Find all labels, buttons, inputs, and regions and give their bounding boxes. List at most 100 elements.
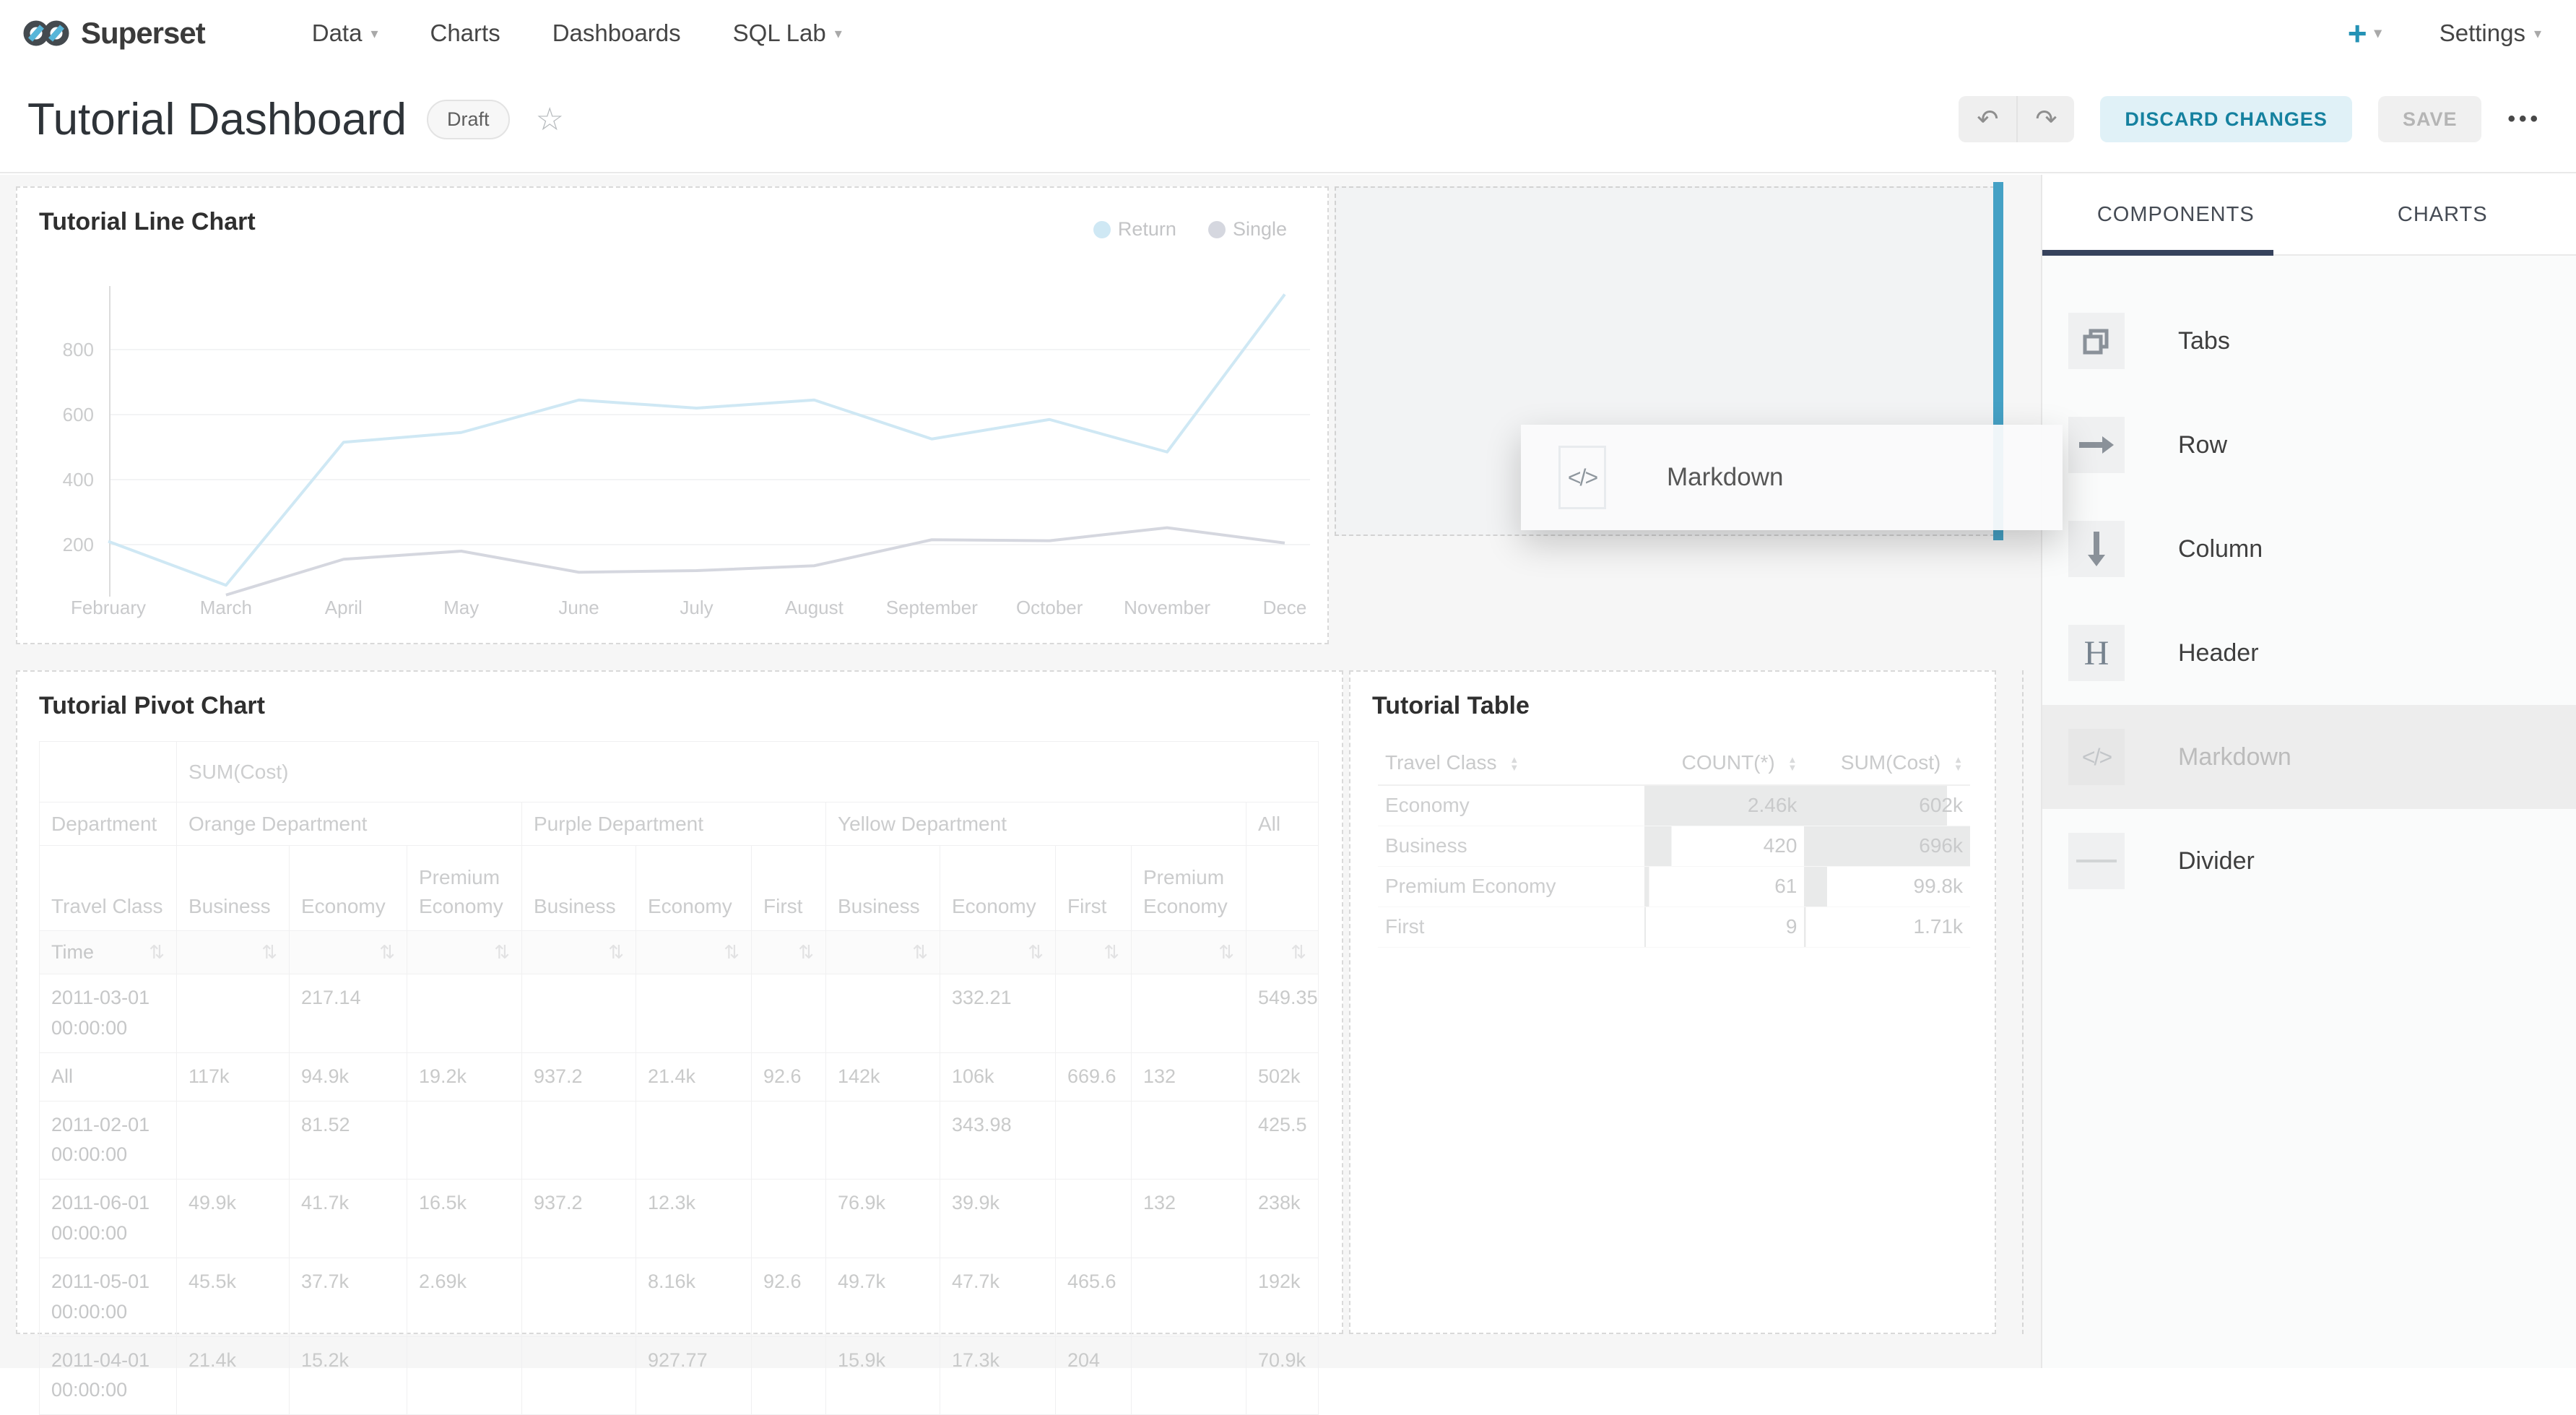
new-item-button[interactable]: + ▾ bbox=[2348, 17, 2382, 50]
pivot-cell bbox=[752, 1101, 826, 1180]
pivot-cell: 425.5 bbox=[1246, 1101, 1319, 1180]
cell-count: 420 bbox=[1644, 826, 1804, 866]
nav-item-dashboards[interactable]: Dashboards bbox=[552, 20, 681, 47]
pivot-subheader: Economy bbox=[940, 846, 1056, 931]
favorite-star-icon[interactable]: ☆ bbox=[536, 101, 564, 138]
svg-text:October: October bbox=[1016, 597, 1083, 618]
sort-icon[interactable]: ⇅ bbox=[724, 941, 740, 964]
nav-item-data[interactable]: Data▾ bbox=[312, 20, 378, 47]
component-item-row[interactable]: Row bbox=[2042, 393, 2576, 497]
pivot-cell: 332.21 bbox=[940, 974, 1056, 1053]
pivot-cell bbox=[522, 1258, 636, 1336]
svg-text:November: November bbox=[1124, 597, 1210, 618]
col-header-sum-cost[interactable]: SUM(Cost) ▲▼ bbox=[1804, 741, 1970, 785]
pivot-cell bbox=[1132, 974, 1246, 1053]
sort-icon[interactable]: ⇅ bbox=[149, 941, 165, 964]
tab-charts[interactable]: CHARTS bbox=[2310, 175, 2576, 254]
component-item-tabs[interactable]: Tabs bbox=[2042, 289, 2576, 393]
row-arrow-icon bbox=[2068, 417, 2125, 473]
sidebar-tabs: COMPONENTS CHARTS bbox=[2042, 175, 2576, 256]
sort-icon[interactable]: ⇅ bbox=[1103, 941, 1119, 964]
pivot-cell: 15.2k bbox=[290, 1336, 407, 1415]
sort-icon[interactable]: ⇅ bbox=[1218, 941, 1234, 964]
pivot-cell bbox=[636, 1101, 752, 1180]
superset-logo-icon bbox=[23, 16, 71, 51]
svg-text:April: April bbox=[325, 597, 363, 618]
sort-icon[interactable]: ⇅ bbox=[379, 941, 395, 964]
more-menu-icon[interactable]: ••• bbox=[2507, 107, 2541, 131]
col-header-travel-class[interactable]: Travel Class ▲▼ bbox=[1378, 741, 1644, 785]
pivot-cell: 465.6 bbox=[1056, 1258, 1132, 1336]
chevron-down-icon: ▾ bbox=[2375, 26, 2382, 40]
pivot-cell: 937.2 bbox=[522, 1180, 636, 1258]
sort-icon[interactable]: ▲▼ bbox=[1509, 756, 1519, 771]
component-item-markdown[interactable]: </> Markdown bbox=[2042, 705, 2576, 809]
pivot-cell bbox=[407, 974, 522, 1053]
pivot-cell bbox=[826, 1101, 940, 1180]
sort-icon[interactable]: ⇅ bbox=[494, 941, 510, 964]
column-arrow-icon bbox=[2068, 521, 2125, 577]
dragged-markdown-card[interactable]: </> Markdown bbox=[1521, 425, 2063, 530]
pivot-cell: 217.14 bbox=[290, 974, 407, 1053]
cell-travel-class: Economy bbox=[1378, 785, 1644, 826]
svg-text:June: June bbox=[558, 597, 599, 618]
pivot-cell: 16.5k bbox=[407, 1180, 522, 1258]
pivot-cell: 927.77 bbox=[636, 1336, 752, 1415]
nav-item-sqllab[interactable]: SQL Lab▾ bbox=[733, 20, 842, 47]
col-header-count[interactable]: COUNT(*) ▲▼ bbox=[1644, 741, 1804, 785]
redo-icon: ↷ bbox=[2035, 104, 2057, 134]
sort-icon[interactable]: ⇅ bbox=[798, 941, 814, 964]
save-button[interactable]: SAVE bbox=[2378, 96, 2482, 142]
pivot-cell: 21.4k bbox=[177, 1336, 290, 1415]
sort-icon[interactable]: ⇅ bbox=[912, 941, 928, 964]
sort-icon[interactable]: ⇅ bbox=[1028, 941, 1044, 964]
sort-icon[interactable]: ▲▼ bbox=[1788, 756, 1797, 771]
sort-icon[interactable]: ▲▼ bbox=[1953, 756, 1963, 771]
draft-badge: Draft bbox=[427, 100, 510, 139]
pivot-cell: 117k bbox=[177, 1052, 290, 1101]
pivot-cell bbox=[1056, 1180, 1132, 1258]
legend-item-return[interactable]: Return bbox=[1093, 218, 1176, 241]
pivot-subheader: Economy bbox=[636, 846, 752, 931]
pivot-row-label: All bbox=[40, 1052, 177, 1101]
component-item-divider[interactable]: Divider bbox=[2042, 809, 2576, 913]
discard-changes-button[interactable]: DISCARD CHANGES bbox=[2100, 96, 2352, 142]
pivot-cell: 21.4k bbox=[636, 1052, 752, 1101]
pivot-sort-row: Time⇅⇅⇅⇅⇅⇅⇅⇅⇅⇅⇅⇅ bbox=[40, 931, 1319, 974]
pivot-cell: 549.35 bbox=[1246, 974, 1319, 1053]
data-table-card[interactable]: Tutorial Table Travel Class ▲▼ COUNT(*) … bbox=[1349, 670, 1996, 1334]
cell-travel-class: Premium Economy bbox=[1378, 866, 1644, 906]
legend-item-single[interactable]: Single bbox=[1208, 218, 1287, 241]
undo-button[interactable]: ↶ bbox=[1959, 96, 2016, 142]
redo-button[interactable]: ↷ bbox=[2016, 96, 2074, 142]
sort-icon[interactable]: ⇅ bbox=[1291, 941, 1306, 964]
pivot-cell: 132 bbox=[1132, 1180, 1246, 1258]
component-item-column[interactable]: Column bbox=[2042, 497, 2576, 601]
dashboard-title[interactable]: Tutorial Dashboard bbox=[27, 94, 407, 145]
pivot-cell: 669.6 bbox=[1056, 1052, 1132, 1101]
settings-menu[interactable]: Settings▾ bbox=[2440, 20, 2541, 47]
component-item-header[interactable]: H Header bbox=[2042, 601, 2576, 705]
nav-item-charts[interactable]: Charts bbox=[430, 20, 500, 47]
pivot-cell: 502k bbox=[1246, 1052, 1319, 1101]
pivot-cell: 70.9k bbox=[1246, 1336, 1319, 1415]
pivot-cell: 937.2 bbox=[522, 1052, 636, 1101]
tab-components[interactable]: COMPONENTS bbox=[2042, 175, 2310, 254]
pivot-cell: 45.5k bbox=[177, 1258, 290, 1336]
superset-logo[interactable]: Superset bbox=[23, 16, 205, 51]
table-row: First 9 1.71k bbox=[1378, 906, 1970, 947]
undo-redo-group: ↶ ↷ bbox=[1959, 96, 2074, 142]
pivot-cell bbox=[522, 1101, 636, 1180]
pivot-cell: 81.52 bbox=[290, 1101, 407, 1180]
nav-right: + ▾ Settings▾ bbox=[2348, 17, 2541, 50]
pivot-cell bbox=[1132, 1258, 1246, 1336]
table-header-row: Travel Class ▲▼ COUNT(*) ▲▼ SUM(Cost) ▲▼ bbox=[1378, 741, 1970, 785]
tabs-icon bbox=[2068, 313, 2125, 369]
pivot-chart-card[interactable]: Tutorial Pivot Chart SUM(Cost)Department… bbox=[16, 670, 1343, 1334]
sort-icon[interactable]: ⇅ bbox=[608, 941, 624, 964]
sort-icon[interactable]: ⇅ bbox=[261, 941, 277, 964]
